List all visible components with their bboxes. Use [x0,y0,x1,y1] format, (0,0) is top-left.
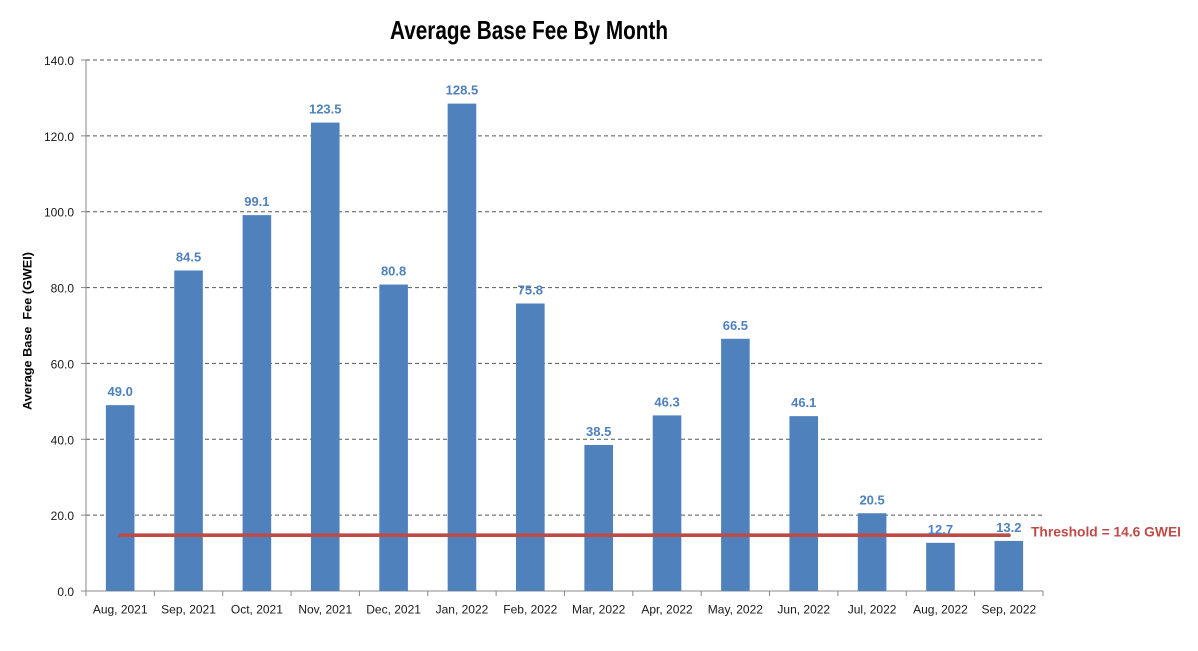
svg-text:66.5: 66.5 [723,318,748,333]
svg-text:Oct, 2021: Oct, 2021 [231,603,283,617]
svg-text:60.0: 60.0 [51,357,75,371]
svg-text:Average Base Fee By Month: Average Base Fee By Month [390,15,668,45]
svg-text:Sep, 2022: Sep, 2022 [981,603,1036,617]
svg-text:Apr, 2022: Apr, 2022 [641,603,693,617]
svg-text:80.0: 80.0 [51,282,75,296]
svg-text:99.1: 99.1 [244,194,269,209]
svg-text:0.0: 0.0 [57,585,74,599]
svg-text:Average Base Fee (GWEI): Average Base Fee (GWEI) [21,252,35,410]
svg-text:46.3: 46.3 [654,394,679,409]
svg-text:140.0: 140.0 [44,54,74,68]
svg-text:84.5: 84.5 [176,250,201,265]
svg-text:20.5: 20.5 [859,492,884,507]
svg-text:Aug, 2022: Aug, 2022 [913,603,968,617]
svg-text:Mar, 2022: Mar, 2022 [572,603,626,617]
svg-text:Jun, 2022: Jun, 2022 [777,603,830,617]
svg-text:128.5: 128.5 [446,83,479,98]
svg-text:120.0: 120.0 [44,130,74,144]
svg-text:20.0: 20.0 [51,509,75,523]
svg-text:80.8: 80.8 [381,264,406,279]
svg-text:Sep, 2021: Sep, 2021 [161,603,216,617]
svg-text:100.0: 100.0 [44,206,74,220]
svg-text:13.2: 13.2 [996,520,1021,535]
svg-text:Dec, 2021: Dec, 2021 [366,603,421,617]
svg-text:Nov, 2021: Nov, 2021 [298,603,352,617]
svg-text:12.7: 12.7 [928,522,953,537]
svg-text:46.1: 46.1 [791,395,816,410]
svg-text:75.8: 75.8 [518,283,543,298]
svg-text:123.5: 123.5 [309,102,342,117]
svg-text:May, 2022: May, 2022 [708,603,763,617]
svg-text:Feb, 2022: Feb, 2022 [503,603,557,617]
svg-text:Jan, 2022: Jan, 2022 [436,603,489,617]
svg-text:Threshold = 14.6 GWEI: Threshold = 14.6 GWEI [1031,525,1181,540]
svg-text:38.5: 38.5 [586,424,611,439]
svg-text:40.0: 40.0 [51,433,75,447]
svg-text:49.0: 49.0 [108,384,133,399]
svg-text:Aug, 2021: Aug, 2021 [93,603,148,617]
svg-text:Jul, 2022: Jul, 2022 [848,603,897,617]
